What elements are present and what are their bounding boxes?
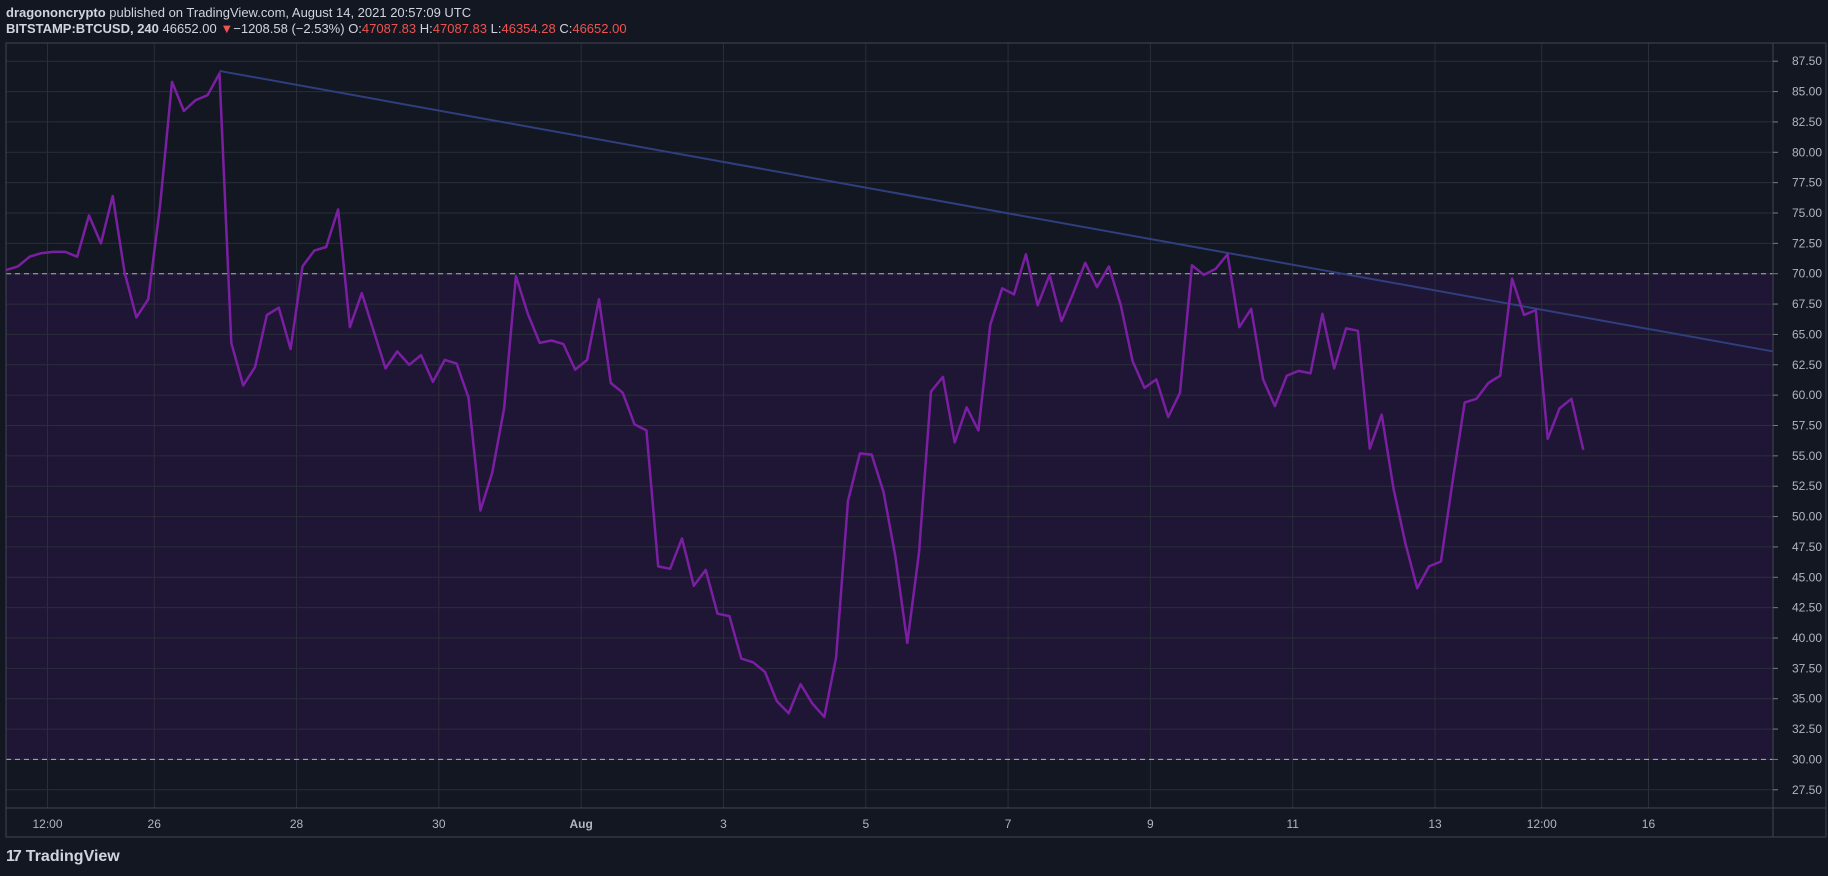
x-tick-label: 26 bbox=[148, 817, 162, 831]
x-tick-label: 12:00 bbox=[32, 817, 62, 831]
y-tick-label: 80.00 bbox=[1792, 145, 1822, 159]
y-tick-label: 67.50 bbox=[1792, 297, 1822, 311]
y-tick-label: 82.50 bbox=[1792, 115, 1822, 129]
x-tick-label: Aug bbox=[570, 817, 593, 831]
low-value: 46354.28 bbox=[501, 21, 556, 36]
y-tick-label: 75.00 bbox=[1792, 206, 1822, 220]
x-tick-label: 11 bbox=[1286, 817, 1299, 831]
down-arrow-icon: ▼ bbox=[220, 21, 234, 36]
price-change: −1208.58 (−2.53%) bbox=[233, 21, 345, 36]
y-tick-label: 30.00 bbox=[1792, 752, 1822, 766]
y-tick-label: 60.00 bbox=[1792, 388, 1822, 402]
y-tick-label: 55.00 bbox=[1792, 449, 1822, 463]
series-layer bbox=[5, 69, 1774, 719]
tradingview-logo-icon: 17 bbox=[6, 848, 22, 865]
y-tick-label: 40.00 bbox=[1792, 631, 1822, 645]
last-price: 46652.00 bbox=[162, 21, 217, 36]
y-tick-label: 37.50 bbox=[1792, 661, 1822, 675]
y-tick-label: 50.00 bbox=[1792, 510, 1822, 524]
y-tick-label: 72.50 bbox=[1792, 236, 1822, 250]
x-tick-label: 12:00 bbox=[1527, 817, 1557, 831]
axis-layer: 27.50 30.00 32.50 35.00 37.50 40.00 42.50 45.00… bbox=[5, 42, 1827, 838]
y-tick-label: 85.00 bbox=[1792, 85, 1822, 99]
rsi-series-line bbox=[5, 72, 1585, 719]
y-tick-label: 70.00 bbox=[1792, 267, 1822, 281]
y-tick-label: 62.50 bbox=[1792, 358, 1822, 372]
y-tick-label: 52.50 bbox=[1792, 479, 1822, 493]
x-tick-label: 28 bbox=[290, 817, 304, 831]
x-tick-label: 9 bbox=[1147, 817, 1154, 831]
y-tick-label: 47.50 bbox=[1792, 540, 1822, 554]
y-tick-label: 65.00 bbox=[1792, 327, 1822, 341]
published-text: published on TradingView.com, August 14,… bbox=[109, 5, 472, 20]
y-tick-label: 27.50 bbox=[1792, 783, 1822, 797]
y-tick-label: 45.00 bbox=[1792, 570, 1822, 584]
close-value: 46652.00 bbox=[572, 21, 627, 36]
open-value: 47087.83 bbox=[361, 21, 417, 36]
rsi-chart[interactable]: 27.50 30.00 32.50 35.00 37.50 40.00 42.50 45.00… bbox=[0, 0, 1828, 840]
y-tick-label: 35.00 bbox=[1792, 692, 1822, 706]
y-tick-label: 57.50 bbox=[1792, 419, 1822, 433]
low-label: L: bbox=[490, 21, 502, 36]
high-value: 47087.83 bbox=[432, 21, 488, 36]
x-tick-label: 7 bbox=[1005, 817, 1012, 831]
x-tick-label: 30 bbox=[432, 817, 446, 831]
tradingview-logo[interactable]: 17 TradingView bbox=[6, 848, 120, 866]
brand-name: TradingView bbox=[25, 848, 120, 865]
high-label: H: bbox=[419, 21, 433, 36]
y-tick-label: 32.50 bbox=[1792, 722, 1822, 736]
close-label: C: bbox=[559, 21, 573, 36]
symbol-label[interactable]: BITSTAMP:BTCUSD, 240 bbox=[6, 21, 159, 36]
x-tick-label: 5 bbox=[862, 817, 869, 831]
trend-line[interactable] bbox=[219, 69, 1774, 353]
chart-frame bbox=[5, 42, 1827, 838]
y-tick-label: 87.50 bbox=[1792, 54, 1822, 68]
level-lines-layer bbox=[6, 273, 1773, 760]
x-tick-label: 3 bbox=[720, 817, 727, 831]
y-tick-label: 42.50 bbox=[1792, 601, 1822, 615]
x-tick-label: 13 bbox=[1428, 817, 1442, 831]
publication-info: dragononcrypto published on TradingView.… bbox=[6, 5, 471, 20]
author-name[interactable]: dragononcrypto bbox=[6, 5, 106, 20]
x-tick-label: 16 bbox=[1642, 817, 1656, 831]
open-label: O: bbox=[348, 21, 362, 36]
symbol-info-bar: BITSTAMP:BTCUSD, 240 46652.00 ▼−1208.58 … bbox=[6, 21, 627, 36]
y-tick-label: 77.50 bbox=[1792, 176, 1822, 190]
